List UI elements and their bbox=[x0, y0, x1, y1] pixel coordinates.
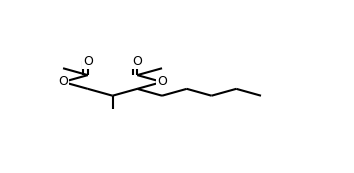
Text: O: O bbox=[132, 55, 142, 68]
Text: O: O bbox=[83, 55, 93, 68]
Text: O: O bbox=[58, 75, 68, 88]
Text: O: O bbox=[157, 75, 167, 88]
